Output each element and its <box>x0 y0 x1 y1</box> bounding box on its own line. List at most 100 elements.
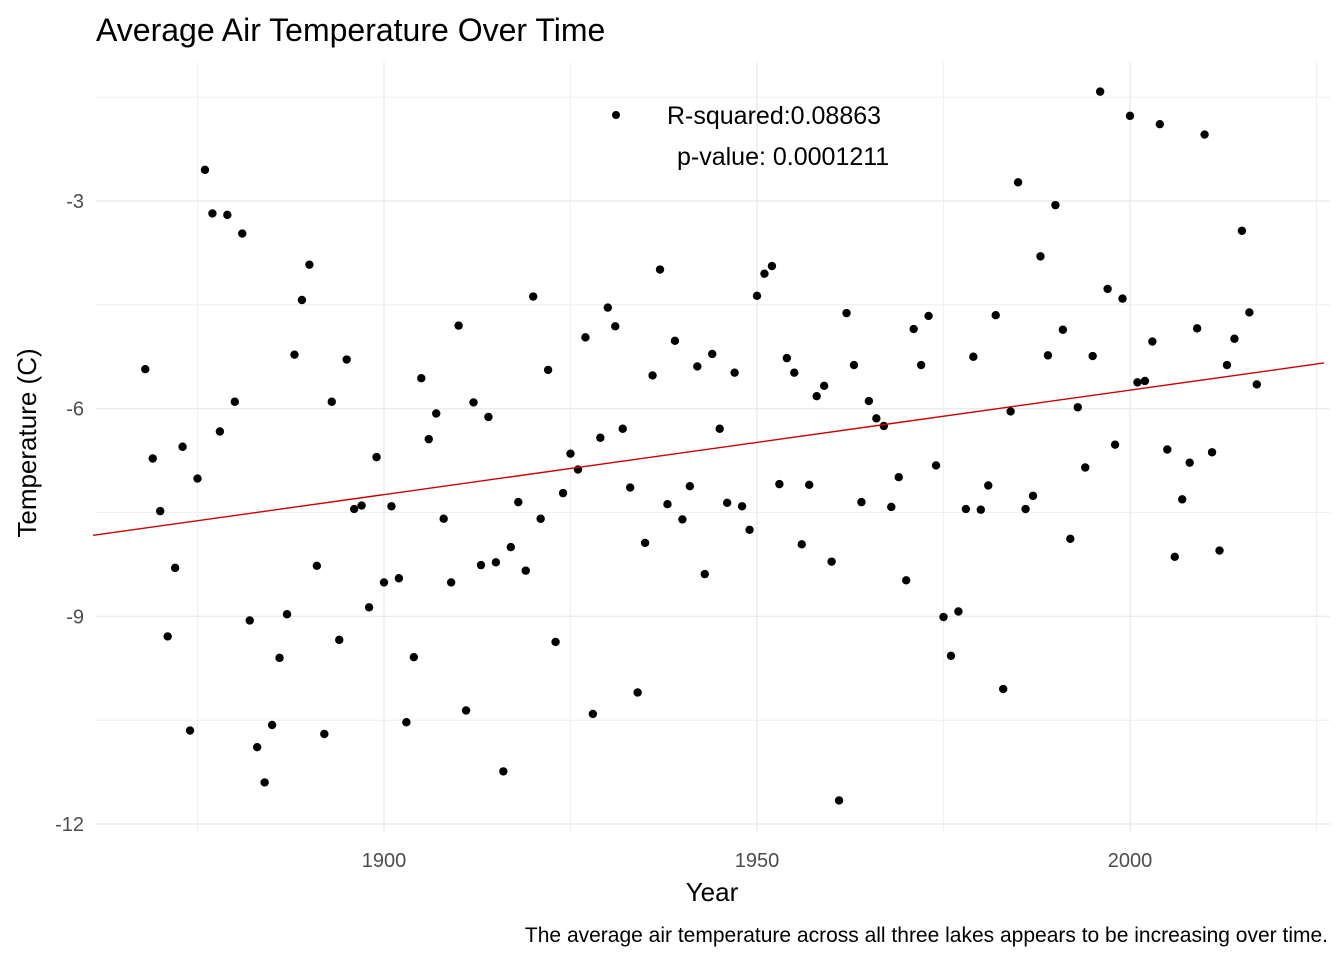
data-point <box>596 433 605 442</box>
chart-title: Average Air Temperature Over Time <box>96 12 605 48</box>
data-point <box>812 392 821 401</box>
data-point <box>1200 130 1209 139</box>
tick-labels: 1900 1950 2000 -12 -9 -6 -3 <box>55 191 1152 872</box>
data-point <box>484 412 493 422</box>
data-point <box>849 360 859 370</box>
data-point <box>185 726 195 735</box>
data-point <box>536 514 545 523</box>
chart-caption: The average air temperature across all t… <box>525 924 1328 947</box>
data-point <box>924 311 933 321</box>
data-point <box>969 352 978 361</box>
data-point <box>715 424 724 433</box>
data-point <box>797 540 806 549</box>
data-point <box>730 368 739 377</box>
data-point <box>200 165 210 175</box>
x-tick-label: 2000 <box>1108 850 1153 872</box>
data-point <box>782 353 792 363</box>
data-point <box>491 558 501 567</box>
data-point <box>499 767 508 776</box>
data-point <box>1245 308 1254 317</box>
data-point <box>864 396 874 406</box>
data-point <box>902 576 911 585</box>
data-point <box>827 557 836 566</box>
data-point <box>551 637 560 647</box>
data-point <box>297 295 307 305</box>
data-point <box>1207 448 1217 457</box>
data-point <box>588 709 598 719</box>
data-point <box>1110 440 1120 449</box>
legend-p-value: p-value: 0.0001211 <box>677 143 889 171</box>
data-point <box>984 481 993 490</box>
data-point <box>364 603 374 612</box>
data-point <box>678 515 687 524</box>
legend-point-key <box>612 111 620 119</box>
data-point <box>461 706 471 715</box>
data-point <box>685 481 695 491</box>
data-points <box>141 87 1262 805</box>
data-point <box>648 371 657 380</box>
data-point <box>260 778 269 787</box>
data-point <box>558 488 568 498</box>
data-point <box>387 502 396 511</box>
data-point <box>1237 226 1247 235</box>
data-point <box>275 653 284 663</box>
data-point <box>670 336 680 346</box>
trend-line <box>92 362 1325 537</box>
data-point <box>834 796 844 805</box>
data-point <box>469 398 478 407</box>
data-point <box>282 610 292 619</box>
data-point <box>148 454 157 463</box>
data-point <box>514 497 523 507</box>
data-point <box>805 480 814 490</box>
x-tick-label: 1900 <box>362 850 407 872</box>
data-point <box>476 560 486 570</box>
data-point <box>1043 351 1053 360</box>
data-point <box>640 538 650 548</box>
data-point <box>163 632 172 641</box>
data-point <box>1230 334 1239 343</box>
data-point <box>394 574 404 583</box>
data-point <box>417 374 426 383</box>
data-point <box>894 472 903 482</box>
data-point <box>991 311 1000 320</box>
data-point <box>760 269 769 278</box>
data-point <box>857 497 866 507</box>
data-point <box>1170 552 1179 562</box>
y-axis-title: Temperature (C) <box>12 348 42 537</box>
data-point <box>693 362 702 371</box>
data-point <box>1051 200 1060 210</box>
data-point <box>320 729 329 739</box>
data-point <box>1006 407 1015 416</box>
data-point <box>141 365 150 374</box>
data-point <box>1148 337 1157 346</box>
data-point <box>349 504 359 514</box>
data-point <box>252 742 262 752</box>
data-point <box>976 505 985 514</box>
data-point <box>961 504 971 514</box>
data-point <box>1192 324 1202 333</box>
data-point <box>655 265 665 274</box>
data-point <box>745 525 754 535</box>
data-point <box>1103 284 1112 294</box>
data-point <box>1163 445 1172 454</box>
data-point <box>737 502 747 511</box>
data-point <box>372 452 381 462</box>
data-point <box>1021 504 1030 514</box>
data-point <box>1095 87 1105 96</box>
y-tick-label: -3 <box>66 191 84 213</box>
data-point <box>238 229 247 238</box>
data-point <box>327 397 336 406</box>
data-point <box>409 652 419 662</box>
data-point <box>156 506 165 516</box>
data-point <box>1118 294 1127 303</box>
data-point <box>625 483 635 492</box>
data-point <box>1058 325 1068 334</box>
data-point <box>521 566 530 575</box>
data-point <box>663 499 672 509</box>
data-point <box>566 449 575 458</box>
y-tick-label: -12 <box>55 814 84 836</box>
y-tick-label: -6 <box>66 399 84 421</box>
data-point <box>230 397 239 406</box>
data-point <box>529 292 538 301</box>
data-point <box>887 502 896 512</box>
